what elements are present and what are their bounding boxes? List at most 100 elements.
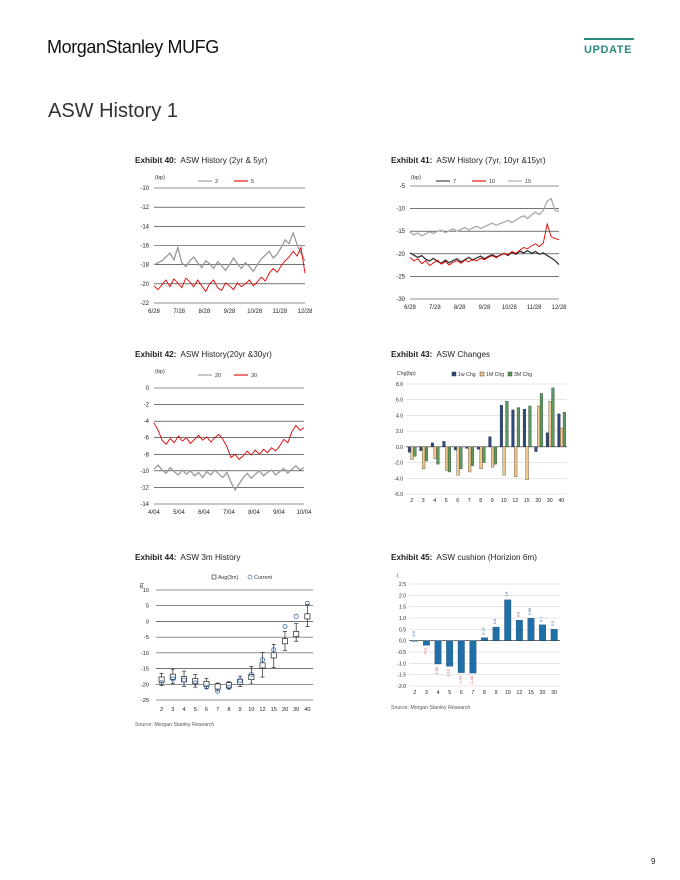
cushion-bar [469,640,477,674]
x-tick-label: 15 [524,498,530,504]
exhibit-41: Exhibit 41: ASW History (7yr, 10yr &15yr) [391,156,581,165]
chart-asw-cushion: (2.5 2.0 1.5 1.0 0.5 0.0 -0.5 -1.0 -1.5 -2.0 -0.0 2… [397,573,560,696]
y-tick-label: 2.0 [399,593,406,599]
bar-1w-chg [557,413,561,448]
x-tick-label: 12/28 [297,309,312,315]
y-tick-label: -10 [141,651,149,657]
bar-3m-chg [470,446,474,466]
avg-marker [181,676,187,683]
y-tick-label: 2.0 [396,429,403,435]
x-tick-label: 8 [483,690,486,696]
bar-1m-chg [433,446,437,459]
x-tick-label: 7 [468,498,471,504]
bar-1w-chg [534,446,538,452]
data-label: -1.13 [447,669,451,678]
y-tick-label: 4.0 [396,413,403,419]
legend-swatch [247,574,253,580]
cushion-bar [411,640,419,642]
y-tick-label: -6 [144,436,150,442]
x-tick-label: 9/28 [479,305,491,311]
y-tick-label: -20 [140,282,149,288]
y-tick-label: -4.0 [394,476,403,482]
bar-3m-chg [516,407,520,448]
exhibit-40: Exhibit 40: ASW History (2yr & 5yr) [135,156,325,165]
y-axis-label: (bp) [155,175,165,181]
y-tick-label: -0.5 [397,650,406,656]
y-tick-label: -10 [140,469,149,475]
x-tick-label: 7/28 [429,305,441,311]
cushion-bar [492,626,500,641]
cushion-bar [550,629,558,641]
legend-swatch [479,371,485,377]
cushion-bar [504,599,512,641]
data-label: 0.13 [482,627,486,634]
data-label: 1.8 [505,592,509,597]
y-tick-label: 8.0 [396,382,403,388]
legend-swatch [507,371,513,377]
x-tick-label: 20 [282,707,288,713]
legend-label: 20 [215,373,221,379]
avg-marker [248,674,255,681]
current-marker [159,680,165,686]
y-tick-label: 1.0 [399,616,406,622]
y-axis-label: (bp) [155,369,165,375]
legend-label: 1M Chg [486,372,504,378]
current-marker [248,671,254,677]
cushion-bar [423,640,430,646]
y-tick-label: 0.0 [396,445,403,451]
exhibit-title: Exhibit 40: ASW History (2yr & 5yr) [135,156,268,165]
y-tick-label: 10 [143,588,149,594]
x-tick-label: 10/28 [502,305,518,311]
y-tick-label: -15 [141,667,149,673]
x-tick-label: 30 [547,498,553,504]
x-tick-label: 3 [171,707,174,713]
bar-1m-chg [525,446,529,481]
bar-1w-chg [407,446,411,453]
exhibit-title: Exhibit 45: ASW cushion (Horizion 6m) [391,553,537,562]
x-tick-label: 7/28 [173,309,185,315]
y-tick-label: -2 [144,403,150,409]
x-tick-label: 12 [512,498,518,504]
y-tick-label: 1.5 [399,605,406,611]
y-axis-label: bp [138,583,144,589]
y-tick-label: 0.5 [399,627,406,633]
y-tick-label: -2.0 [397,684,406,690]
data-label: 0.99 [528,608,532,615]
x-tick-label: 7/04 [223,510,235,516]
x-tick-label: 3 [425,690,428,696]
bar-3m-chg [493,446,497,465]
x-tick-label: 7 [471,690,474,696]
legend-label: 15 [525,179,531,185]
x-tick-label: 30 [551,690,557,696]
x-tick-label: 40 [304,707,310,713]
x-tick-label: 7 [216,707,219,713]
bar-3m-chg [447,446,451,473]
source-note-right: Source: Morgan Stanley Research [391,705,471,711]
bar-1w-chg [453,446,457,451]
exhibit-44: Exhibit 44: ASW 3m History [135,553,325,562]
cushion-bar [539,624,546,641]
y-axis-label: Chg(bp) [397,371,416,377]
chart-asw-20yr-30yr: (bp) 20 30 0 -2 -4 -6 -8 -10 -12 -14 4/04 5/04 6/04 7/… [140,369,312,516]
bar-3m-chg [551,387,555,448]
exhibit-title: Exhibit 43: ASW Changes [391,350,491,359]
data-label: 0.7 [540,617,544,622]
y-axis-label: ( [397,573,399,579]
legend-swatch [451,371,457,377]
x-tick-label: 6/28 [404,305,416,311]
x-tick-label: 9 [239,707,242,713]
series-line-10 [409,222,560,267]
cushion-bar [434,640,442,665]
current-marker [226,684,232,690]
exhibit-43: Exhibit 43: ASW Changes [391,350,581,359]
current-marker [181,677,187,683]
legend-label: Avg(3m) [218,575,238,581]
x-tick-label: 20 [535,498,541,504]
data-label: -1.43 [470,676,474,685]
x-tick-label: 6 [456,498,459,504]
x-tick-label: 9/04 [273,510,285,516]
chart-asw-changes: Chg(bp) 1w Chg 1M Chg 3M Chg 8.0 6.0 4.0 2.0 0.0… [394,371,567,504]
data-label: -0.2 [423,648,427,655]
y-tick-label: -15 [396,229,405,235]
x-tick-label: 15 [271,707,277,713]
